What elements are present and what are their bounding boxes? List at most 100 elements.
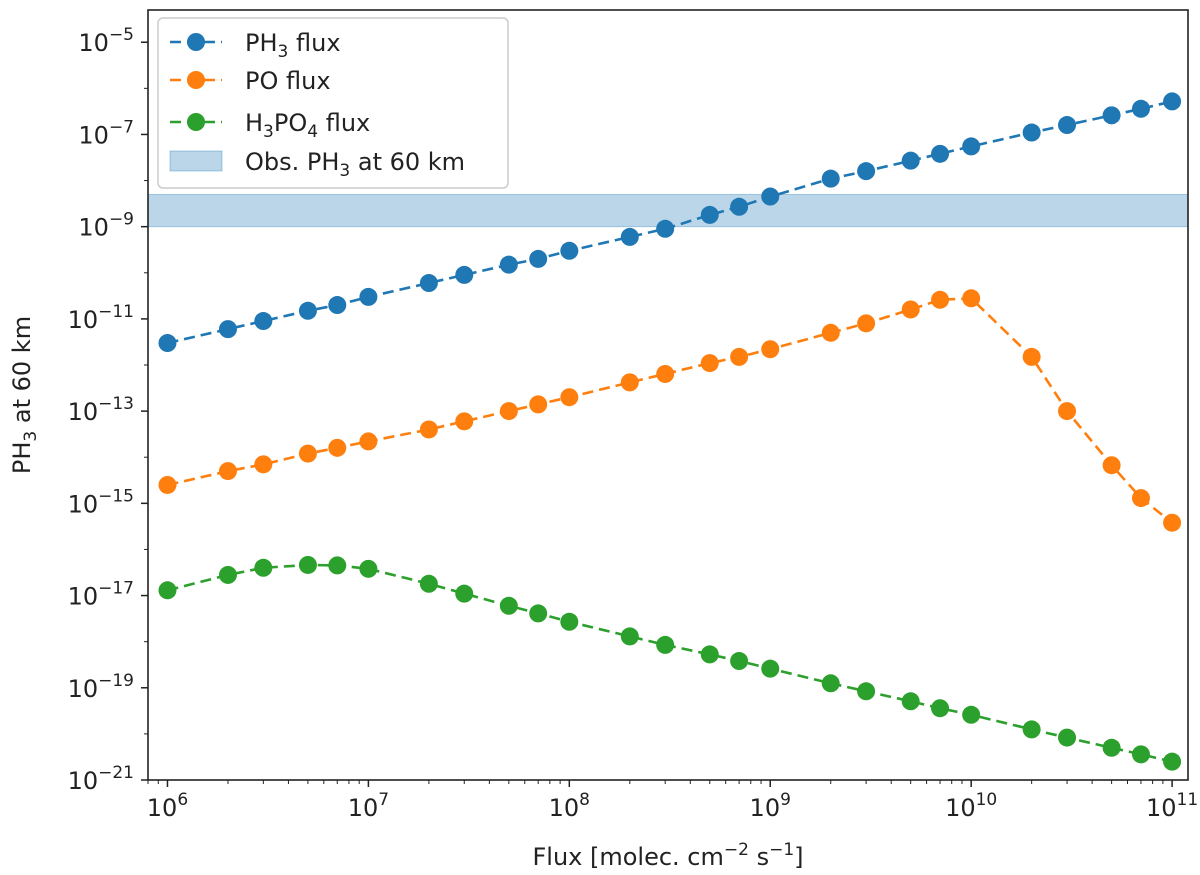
legend-text: H xyxy=(245,109,263,137)
series-0-point xyxy=(700,205,719,224)
series-0-point xyxy=(730,197,749,216)
x-tick-base: 10 xyxy=(945,794,976,822)
series-1-point xyxy=(821,323,840,342)
legend-text: flux xyxy=(318,109,370,137)
series-2-point xyxy=(931,699,950,718)
y-tick-label: 10−19 xyxy=(68,671,134,703)
series-1-point xyxy=(254,455,273,474)
series-1-point xyxy=(620,373,639,392)
y-tick-base: 10 xyxy=(68,675,99,703)
legend-text: PO flux xyxy=(245,67,331,95)
x-label-text: Flux [molec. cm xyxy=(532,843,723,871)
series-0-point xyxy=(419,274,438,293)
series-2-point xyxy=(1058,728,1077,747)
series-2-point xyxy=(499,596,518,615)
y-label-text: PH xyxy=(8,442,36,475)
y-tick-base: 10 xyxy=(78,121,109,149)
series-1-point xyxy=(962,289,981,308)
y-tick-label: 10−7 xyxy=(78,117,134,149)
series-2-point xyxy=(1131,745,1150,764)
series-2-point xyxy=(218,565,237,584)
y-tick-exponent: −19 xyxy=(98,671,134,691)
x-tick-exponent: 8 xyxy=(579,790,590,810)
series-2-line xyxy=(167,563,1173,763)
y-label-text: at 60 km xyxy=(8,316,36,431)
series-2-point xyxy=(359,559,378,578)
y-tick-label: 10−5 xyxy=(78,25,134,57)
legend-text: PO xyxy=(274,109,307,137)
y-tick-label: 10−11 xyxy=(68,302,134,334)
legend-text: flux xyxy=(288,29,340,57)
x-label-superscript: −1 xyxy=(769,840,794,860)
series-0-point xyxy=(499,255,518,274)
series-1-point xyxy=(419,420,438,439)
series-2-point xyxy=(730,652,749,671)
series-0-point xyxy=(1131,99,1150,118)
series-2-point xyxy=(560,612,579,631)
series-2-point xyxy=(1163,752,1182,771)
series-1-point xyxy=(1022,347,1041,366)
series-2-point xyxy=(1022,720,1041,739)
series-0-point xyxy=(1022,123,1041,142)
series-1-point xyxy=(328,438,347,457)
series-1-point xyxy=(1102,456,1121,475)
series-1-point xyxy=(901,300,920,319)
legend-band-swatch xyxy=(169,150,223,172)
series-2-point xyxy=(700,645,719,664)
series-1-point xyxy=(730,347,749,366)
series-0-point xyxy=(328,296,347,315)
legend-subscript: 3 xyxy=(263,122,274,142)
series-1-point xyxy=(455,412,474,431)
series-2-point xyxy=(158,581,177,600)
series-2-point xyxy=(328,556,347,575)
series-1-point xyxy=(761,340,780,359)
series-1-point xyxy=(700,354,719,373)
x-tick-label: 106 xyxy=(147,790,188,822)
legend-subscript: 4 xyxy=(307,122,318,142)
series-1-point xyxy=(499,402,518,421)
series-0-point xyxy=(254,312,273,331)
series-1-line xyxy=(167,296,1173,524)
series-2-point xyxy=(761,659,780,678)
y-label-subscript: 3 xyxy=(21,431,41,442)
y-tick-exponent: −5 xyxy=(109,25,134,45)
legend-subscript: 3 xyxy=(278,42,289,62)
y-tick-base: 10 xyxy=(68,767,99,795)
series-1-point xyxy=(158,475,177,494)
series-0-point xyxy=(821,169,840,188)
x-tick-label: 1011 xyxy=(1146,790,1198,822)
x-tick-exponent: 10 xyxy=(976,790,998,810)
y-tick-label: 10−13 xyxy=(68,394,134,426)
series-1-point xyxy=(931,290,950,309)
legend-box xyxy=(157,17,509,189)
series-2-point xyxy=(656,635,675,654)
series-2-point xyxy=(529,604,548,623)
series-0-point xyxy=(158,334,177,353)
y-tick-exponent: −13 xyxy=(98,394,134,414)
x-tick-base: 10 xyxy=(348,794,379,822)
legend-text: at 60 km xyxy=(350,148,465,176)
y-tick-label: 10−21 xyxy=(68,763,134,795)
series-1-point xyxy=(560,388,579,407)
series-2-point xyxy=(455,584,474,603)
series-0 xyxy=(158,92,1182,353)
x-tick-base: 10 xyxy=(1146,794,1177,822)
y-tick-label: 10−9 xyxy=(78,210,134,242)
series-0-point xyxy=(761,187,780,206)
series-1-point xyxy=(359,432,378,451)
y-tick-base: 10 xyxy=(68,398,99,426)
series-1-point xyxy=(1058,402,1077,421)
x-tick-exponent: 9 xyxy=(780,790,791,810)
legend-marker-1 xyxy=(187,71,205,89)
series-2-point xyxy=(857,682,876,701)
y-ticks: 10−510−710−910−1110−1310−1510−1710−1910−… xyxy=(68,25,148,795)
y-tick-base: 10 xyxy=(68,306,99,334)
x-label-text: s xyxy=(749,843,769,871)
x-axis-label: Flux [molec. cm−2 s−1] xyxy=(532,840,803,871)
y-tick-exponent: −21 xyxy=(98,763,134,783)
x-label-text: ] xyxy=(794,843,803,871)
legend-marker-0 xyxy=(187,33,205,51)
series-0-point xyxy=(620,227,639,246)
y-tick-exponent: −15 xyxy=(98,486,134,506)
